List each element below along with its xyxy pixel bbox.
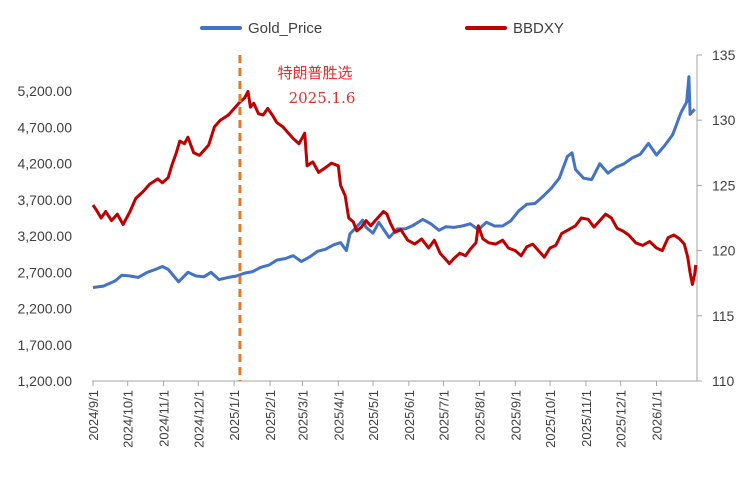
- left-tick-label: 2,200.00: [18, 301, 73, 317]
- annotation-date: 2025.1.6: [289, 89, 356, 107]
- x-tick-label: 2025/10/1: [543, 390, 558, 448]
- left-axis-ticks: 1,200.00 1,700.00 2,200.00 2,700.00 3,200.00…: [18, 83, 73, 389]
- x-tick-label: 2025/1/1: [227, 390, 242, 441]
- x-tick-label: 2025/9/1: [508, 390, 523, 441]
- x-tick-label: 2024/12/1: [191, 390, 206, 448]
- left-tick-label: 5,200.00: [18, 83, 73, 99]
- x-axis-ticks: 2024/9/1 2024/10/1 2024/11/1 2024/12/1 2025/…: [86, 381, 665, 448]
- x-tick-label: 2024/9/1: [86, 390, 101, 441]
- legend-label-bbdxy: BBDXY: [513, 20, 564, 37]
- x-tick-label: 2025/12/1: [614, 390, 629, 448]
- right-tick-label: 120: [712, 243, 736, 259]
- right-tick-label: 130: [712, 112, 736, 128]
- left-tick-label: 3,700.00: [18, 192, 73, 208]
- left-tick-label: 3,200.00: [18, 228, 73, 244]
- x-tick-label: 2025/6/1: [402, 390, 417, 441]
- left-tick-label: 2,700.00: [18, 264, 73, 280]
- x-tick-label: 2025/5/1: [366, 390, 381, 441]
- x-tick-label: 2024/11/1: [157, 390, 172, 447]
- series-line-gold-price: [92, 75, 696, 289]
- left-tick-label: 1,700.00: [18, 337, 73, 353]
- right-axis-ticks: 110 115 120 125 130 135: [697, 47, 736, 389]
- right-tick-label: 115: [712, 308, 735, 324]
- series-line-bbdxy: [91, 90, 698, 286]
- legend-label-gold-price: Gold_Price: [248, 20, 322, 37]
- x-tick-label: 2025/4/1: [331, 390, 346, 441]
- left-tick-label: 1,200.00: [18, 373, 73, 389]
- left-tick-label: 4,200.00: [18, 156, 73, 172]
- annotation-title: 特朗普胜选: [277, 64, 352, 82]
- right-tick-label: 125: [712, 177, 736, 193]
- x-tick-label: 2025/2/1: [263, 390, 278, 441]
- legend: Gold_Price BBDXY: [200, 20, 564, 37]
- x-tick-label: 2025/11/1: [579, 390, 594, 447]
- right-tick-label: 110: [712, 373, 735, 389]
- x-tick-label: 2025/7/1: [437, 390, 452, 441]
- x-tick-label: 2026/1/1: [650, 390, 665, 441]
- x-tick-label: 2025/3/1: [295, 390, 310, 441]
- left-tick-label: 4,700.00: [18, 119, 73, 135]
- right-tick-label: 135: [712, 47, 736, 63]
- x-tick-label: 2025/8/1: [472, 390, 487, 441]
- x-tick-label: 2024/10/1: [121, 390, 136, 448]
